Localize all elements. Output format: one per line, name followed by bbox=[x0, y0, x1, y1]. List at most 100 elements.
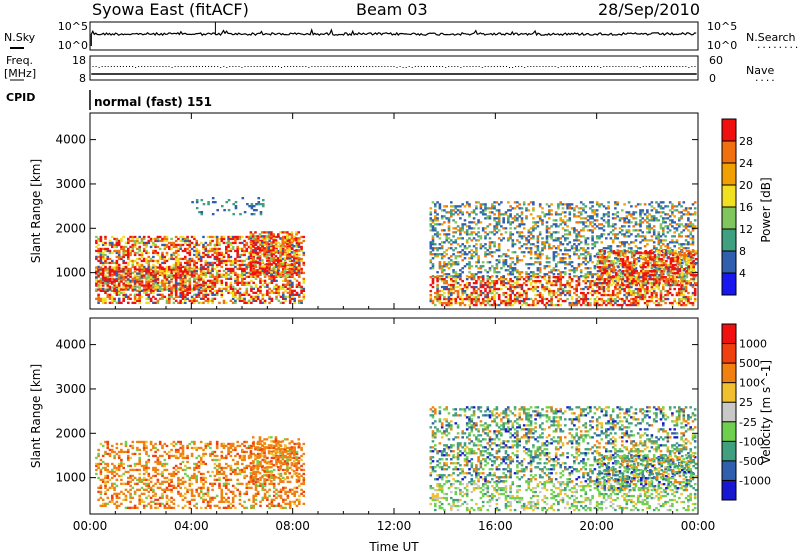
echo-cell bbox=[516, 283, 519, 287]
echo-cell bbox=[113, 291, 116, 294]
echo-cell bbox=[520, 221, 524, 224]
echo-cell bbox=[284, 289, 287, 292]
echo-cell bbox=[236, 253, 239, 257]
echo-cell bbox=[602, 285, 606, 289]
echo-cell bbox=[136, 247, 139, 251]
echo-cell bbox=[172, 284, 176, 287]
echo-cell bbox=[684, 295, 688, 299]
echo-cell bbox=[295, 255, 298, 258]
echo-cell bbox=[101, 279, 105, 282]
nave-point bbox=[159, 66, 161, 67]
echo-cell bbox=[254, 237, 258, 241]
echo-cell bbox=[650, 217, 654, 220]
echo-cell bbox=[154, 297, 157, 300]
echo-cell bbox=[447, 287, 451, 291]
echo-cell bbox=[184, 247, 187, 251]
echo-cell bbox=[111, 299, 114, 302]
echo-cell bbox=[113, 261, 116, 265]
echo-cell bbox=[507, 265, 510, 268]
echo-cell bbox=[643, 287, 647, 291]
echo-cell bbox=[518, 276, 521, 279]
echo-cell bbox=[573, 227, 576, 230]
echo-cell bbox=[450, 243, 453, 246]
echo-cell bbox=[298, 295, 301, 298]
echo-cell bbox=[440, 275, 444, 278]
echo-cell bbox=[161, 284, 164, 287]
echo-cell bbox=[215, 259, 219, 263]
echo-cell bbox=[527, 287, 531, 291]
echo-cell bbox=[605, 303, 608, 307]
echo-cell bbox=[655, 209, 658, 212]
echo-cell bbox=[265, 267, 269, 270]
echo-cell bbox=[605, 247, 608, 250]
echo-cell bbox=[255, 209, 258, 212]
echo-cell bbox=[108, 277, 112, 280]
echo-cell bbox=[627, 289, 631, 293]
echo-cell bbox=[648, 223, 651, 226]
echo-cell bbox=[470, 231, 474, 234]
echo-cell bbox=[493, 243, 496, 246]
echo-cell bbox=[564, 273, 567, 276]
echo-cell bbox=[236, 247, 239, 251]
echo-cell bbox=[468, 245, 471, 248]
echo-cell bbox=[286, 267, 289, 270]
echo-cell bbox=[163, 286, 167, 289]
echo-cell bbox=[627, 303, 631, 307]
echo-cell bbox=[625, 285, 629, 289]
echo-cell bbox=[236, 249, 239, 253]
echo-cell bbox=[431, 301, 435, 305]
echo-cell bbox=[447, 261, 451, 264]
echo-cell bbox=[281, 237, 285, 240]
echo-cell bbox=[538, 217, 542, 220]
echo-cell bbox=[509, 273, 512, 276]
echo-cell bbox=[286, 253, 290, 257]
nave-point bbox=[439, 66, 441, 67]
echo-cell bbox=[491, 265, 494, 268]
echo-cell bbox=[655, 237, 658, 240]
echo-cell bbox=[513, 276, 517, 279]
echo-cell bbox=[465, 201, 469, 204]
echo-cell bbox=[511, 239, 515, 242]
echo-cell bbox=[124, 276, 128, 279]
echo-cell bbox=[593, 209, 597, 212]
nave-point bbox=[633, 66, 635, 67]
echo-cell bbox=[525, 243, 528, 246]
echo-cell bbox=[552, 253, 556, 256]
echo-cell bbox=[249, 269, 253, 272]
echo-cell bbox=[202, 203, 206, 206]
echo-cell bbox=[475, 265, 478, 268]
echo-cell bbox=[179, 266, 182, 269]
echo-cell bbox=[172, 268, 176, 271]
nave-point bbox=[691, 66, 693, 67]
echo-cell bbox=[586, 229, 590, 232]
echo-cell bbox=[251, 235, 255, 238]
echo-cell bbox=[536, 239, 540, 242]
echo-cell bbox=[461, 253, 464, 256]
echo-cell bbox=[602, 225, 606, 228]
echo-cell bbox=[481, 297, 485, 301]
echo-cell bbox=[295, 243, 299, 247]
echo-cell bbox=[211, 269, 214, 273]
echo-cell bbox=[140, 266, 144, 269]
echo-cell bbox=[122, 283, 125, 286]
echo-cell bbox=[607, 245, 610, 248]
echo-cell bbox=[227, 259, 230, 263]
echo-cell bbox=[268, 271, 271, 275]
echo-cell bbox=[611, 278, 615, 281]
echo-cell bbox=[579, 303, 583, 307]
echo-cell bbox=[495, 217, 499, 220]
echo-cell bbox=[445, 265, 448, 268]
echo-cell bbox=[627, 285, 631, 289]
echo-cell bbox=[443, 229, 446, 232]
echo-cell bbox=[450, 285, 453, 289]
echo-cell bbox=[227, 199, 231, 202]
echo-cell bbox=[689, 282, 692, 285]
echo-cell bbox=[133, 235, 137, 239]
echo-cell bbox=[440, 253, 444, 256]
echo-cell bbox=[577, 257, 581, 260]
echo-cell bbox=[465, 239, 469, 242]
echo-cell bbox=[288, 291, 292, 294]
echo-cell bbox=[220, 239, 224, 243]
echo-cell bbox=[254, 249, 257, 252]
echo-cell bbox=[518, 235, 521, 238]
